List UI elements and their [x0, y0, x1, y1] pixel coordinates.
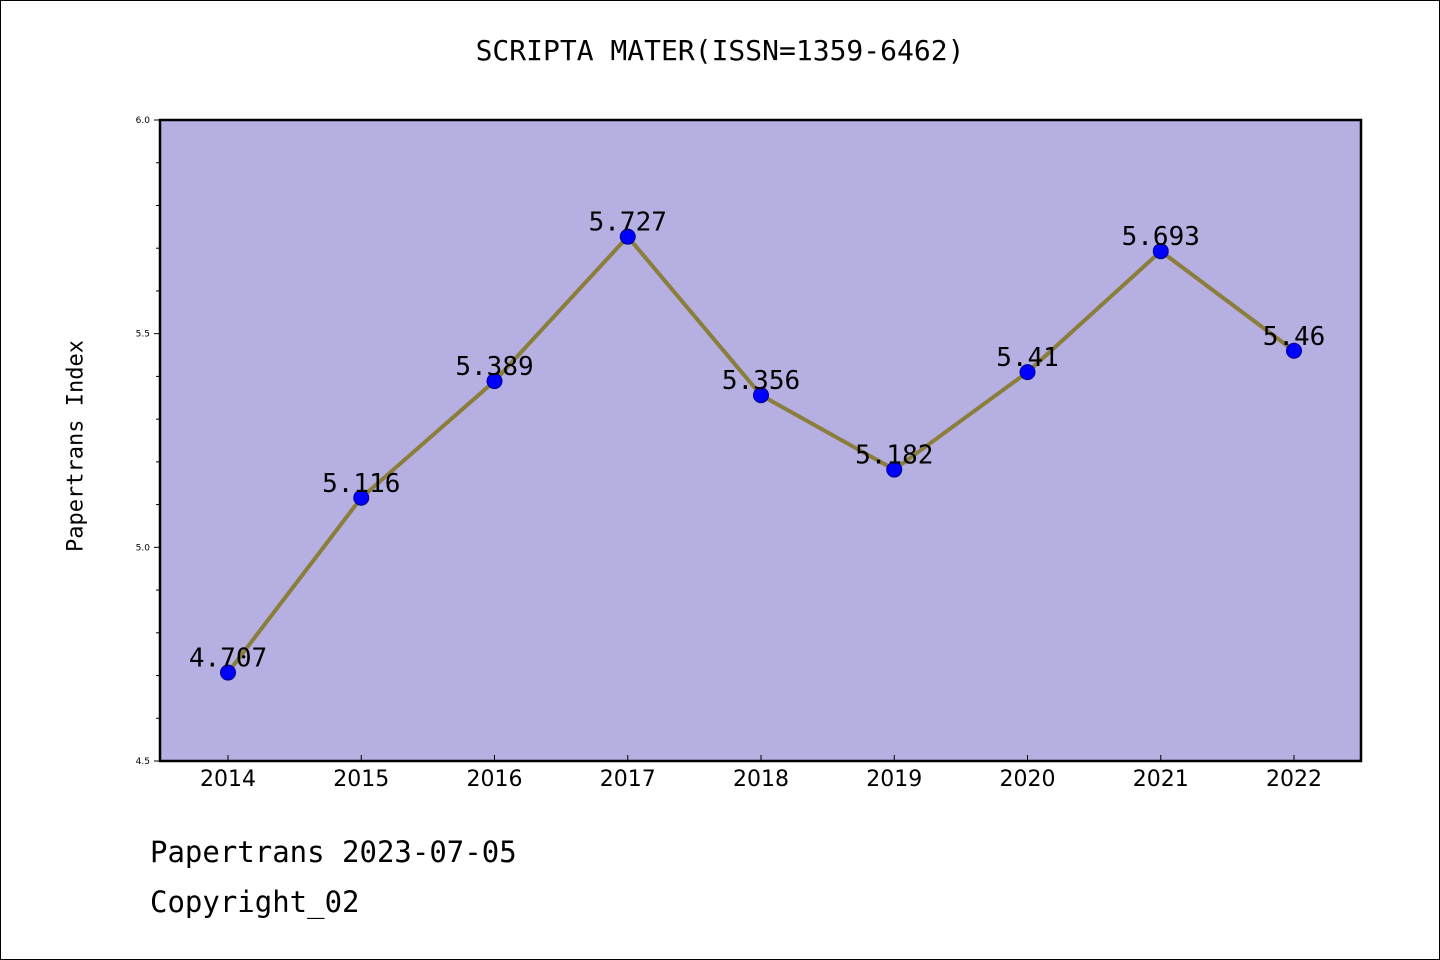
data-point: [486, 373, 503, 390]
data-point: [220, 664, 236, 681]
data-label: 5.46: [1263, 322, 1326, 352]
data-label: 4.707: [189, 644, 267, 674]
data-point: [753, 387, 769, 404]
x-tick-label: 2022: [1266, 767, 1322, 792]
y-axis-ticks: 4.5 5.0 5.5 6.0: [136, 116, 160, 767]
x-tick-label: 2014: [200, 767, 256, 792]
y-tick-label: 5.0: [136, 543, 151, 553]
x-tick-label: 2017: [600, 767, 656, 792]
x-tick-label: 2015: [333, 767, 389, 792]
data-label: 5.727: [589, 208, 667, 238]
data-point: [886, 461, 903, 478]
chart-title: SCRIPTA MATER(ISSN=1359-6462): [475, 34, 965, 67]
data-point: [353, 489, 370, 506]
footer-copyright: Copyright_02: [150, 885, 360, 919]
data-label: 5.182: [855, 441, 933, 471]
x-tick-label: 2020: [1000, 767, 1056, 792]
footer-date: Papertrans 2023-07-05: [150, 835, 517, 869]
x-tick-label: 2019: [866, 767, 922, 792]
data-point: [1152, 243, 1169, 260]
data-label: 5.41: [996, 343, 1059, 373]
data-labels: 4.707 5.116 5.389 5.727 5.356 5.182 5.41 5.693 5…: [189, 208, 1325, 674]
y-tick-label: 4.5: [136, 757, 150, 767]
x-axis-ticks: 2014 2015 2016 2017 2018 2019 2020 2021 2022: [200, 755, 1322, 792]
data-label: 5.389: [455, 352, 533, 382]
y-tick-label: 5.5: [136, 330, 150, 340]
plot-border: [158, 118, 1363, 763]
data-point: [1019, 364, 1036, 381]
y-tick-label: 6.0: [136, 116, 151, 126]
plot-area: [160, 120, 1361, 761]
x-tick-label: 2018: [733, 767, 789, 792]
data-point: [1286, 342, 1302, 359]
data-markers: [220, 228, 1302, 681]
data-point: [619, 228, 636, 245]
data-label: 5.356: [722, 366, 800, 396]
data-label: 5.693: [1122, 222, 1200, 252]
x-tick-label: 2016: [467, 767, 523, 792]
x-tick-label: 2021: [1133, 767, 1189, 792]
data-label: 5.116: [322, 469, 400, 499]
